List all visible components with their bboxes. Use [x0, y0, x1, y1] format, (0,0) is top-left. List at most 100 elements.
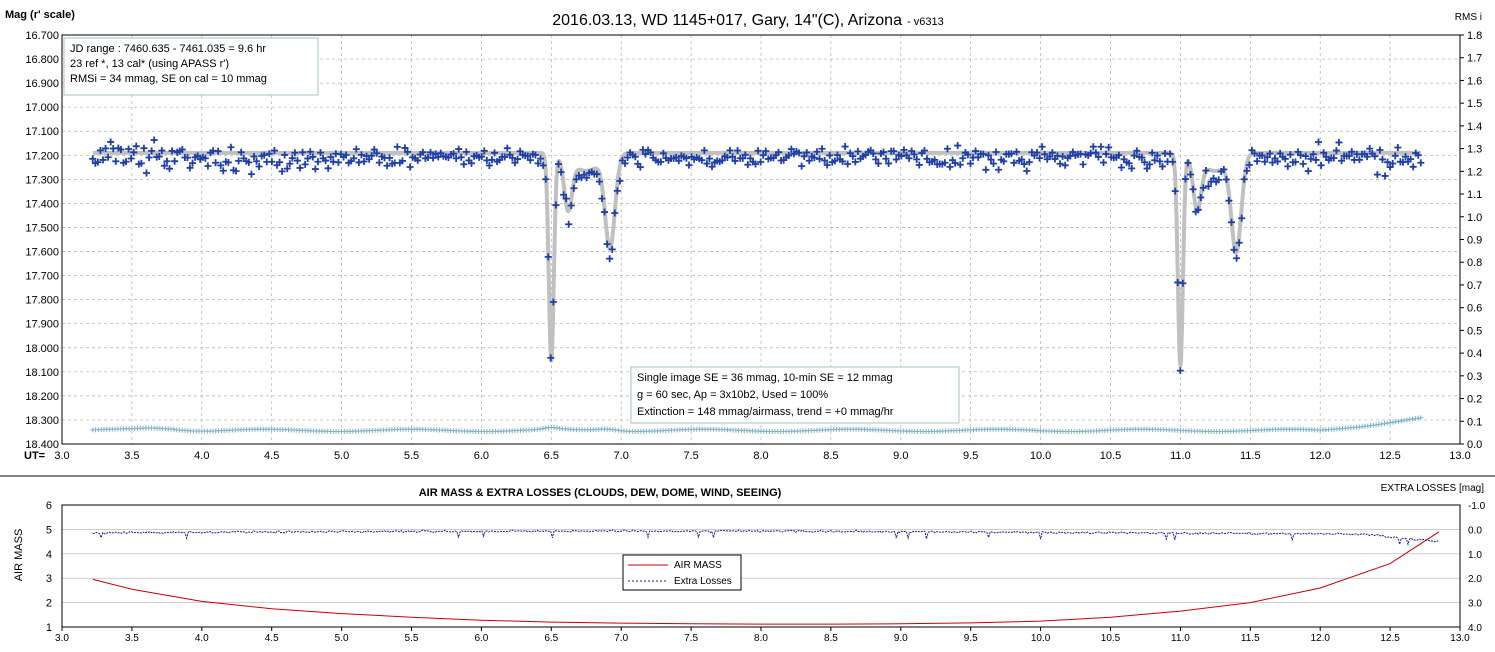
data-point — [102, 144, 110, 152]
data-point — [1330, 154, 1338, 162]
data-point — [299, 148, 307, 156]
data-point — [96, 146, 104, 154]
data-point — [992, 148, 1000, 156]
data-point — [414, 156, 422, 164]
data-point — [301, 160, 309, 168]
data-point — [514, 155, 522, 163]
model-curve — [91, 150, 1423, 368]
data-point — [823, 161, 831, 169]
data-point — [990, 160, 998, 168]
data-point — [685, 161, 693, 169]
data-point — [1089, 143, 1097, 151]
data-point — [1286, 151, 1294, 159]
data-point — [775, 148, 783, 156]
data-point — [787, 145, 795, 153]
x-tick-label: 4.0 — [195, 633, 209, 644]
data-point — [1230, 246, 1238, 254]
data-point — [214, 147, 222, 155]
x-tick-label: 13.0 — [1450, 633, 1470, 644]
data-point — [741, 151, 749, 159]
x-tick-label: 11.5 — [1240, 450, 1261, 462]
data-point — [1251, 149, 1259, 157]
data-point — [327, 153, 335, 161]
data-point — [508, 154, 516, 162]
data-point — [900, 146, 908, 154]
right-tick-label: 0.4 — [1467, 348, 1482, 360]
x-tick-label: 12.5 — [1380, 633, 1400, 644]
data-point — [1320, 149, 1328, 157]
data-point — [631, 153, 639, 161]
data-point — [1102, 150, 1110, 158]
data-point — [979, 150, 987, 158]
data-point — [260, 151, 268, 159]
data-point — [931, 156, 939, 164]
data-point — [972, 147, 980, 155]
data-point — [552, 201, 560, 209]
data-point — [1315, 138, 1322, 146]
x-tick-label: 4.5 — [264, 450, 279, 462]
data-point — [360, 158, 368, 166]
data-point — [1366, 145, 1374, 153]
legend-label-extra-losses: Extra Losses — [674, 576, 732, 587]
data-point — [89, 155, 97, 163]
data-point — [1253, 157, 1261, 165]
data-point — [107, 138, 115, 146]
data-point — [370, 146, 378, 154]
data-point — [1169, 158, 1177, 166]
y-tick-label: 18.200 — [25, 391, 59, 403]
x-tick-label: 8.5 — [823, 450, 838, 462]
data-point — [1220, 165, 1228, 173]
data-point — [1125, 159, 1133, 167]
data-point — [1261, 158, 1269, 166]
data-point — [314, 158, 322, 166]
data-point — [1317, 161, 1325, 169]
data-point — [232, 167, 240, 175]
data-point — [1166, 150, 1174, 158]
data-point — [276, 158, 284, 166]
bottom-series — [92, 529, 1440, 625]
x-tick-label: 7.0 — [614, 450, 629, 462]
data-point — [393, 143, 401, 151]
data-point — [560, 191, 568, 199]
data-point — [946, 163, 954, 171]
data-point — [253, 157, 261, 165]
data-point — [844, 160, 852, 168]
rms-point — [540, 426, 546, 432]
y-tick-label: 6 — [46, 500, 52, 512]
data-point — [268, 158, 276, 166]
y-tick-label: 17.600 — [25, 247, 59, 259]
data-point — [1092, 149, 1100, 157]
data-point — [1176, 367, 1184, 375]
x-tick-label: 6.5 — [544, 633, 558, 644]
data-point — [419, 148, 427, 156]
data-point — [1199, 184, 1207, 192]
info-line: Single image SE = 36 mmag, 10-min SE = 1… — [637, 372, 893, 384]
info-line: Extinction = 148 mmag/airmass, trend = +… — [637, 406, 894, 418]
x-tick-label: 3.0 — [54, 450, 69, 462]
airmass-axis-label: AIR MASS — [13, 529, 25, 582]
data-point — [304, 154, 312, 162]
data-point — [601, 208, 609, 216]
data-point — [334, 158, 342, 166]
data-point — [833, 151, 841, 159]
data-point — [795, 149, 803, 157]
data-point — [1151, 156, 1159, 164]
data-point — [805, 157, 813, 165]
data-point — [130, 148, 138, 156]
data-point — [565, 220, 573, 228]
data-point — [1312, 156, 1320, 164]
y-tick-label: 18.100 — [25, 367, 59, 379]
right-tick-label: 0.9 — [1467, 235, 1482, 247]
data-point — [150, 136, 158, 144]
data-point — [728, 153, 736, 161]
data-point — [1079, 160, 1087, 168]
bottom-chart-title: AIR MASS & EXTRA LOSSES (CLOUDS, DEW, DO… — [419, 487, 782, 499]
right-tick-label: 0.6 — [1467, 303, 1482, 315]
info-line: JD range : 7460.635 - 7461.035 = 9.6 hr — [70, 43, 266, 55]
data-point — [1184, 159, 1192, 167]
data-point — [657, 158, 665, 166]
bottom-right-axis-label: EXTRA LOSSES [mag] — [1381, 483, 1485, 494]
data-point — [882, 155, 890, 163]
data-point — [624, 153, 632, 161]
